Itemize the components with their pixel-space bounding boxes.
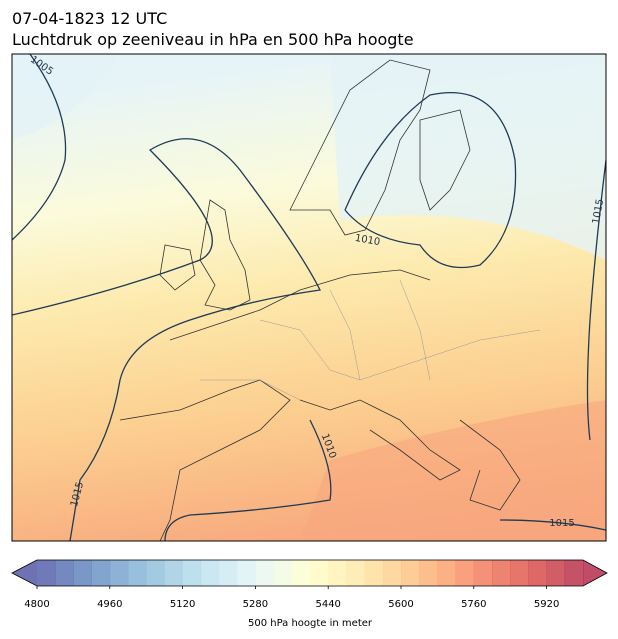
cold-area	[12, 54, 120, 140]
colorbar-segment	[37, 560, 56, 586]
contour-label: 1015	[591, 198, 606, 225]
colorbar-segment	[510, 560, 529, 586]
colorbar-segment	[109, 560, 129, 586]
subtitle: Luchtdruk op zeeniveau in hPa en 500 hPa…	[12, 30, 414, 49]
map-frame	[11, 53, 607, 542]
colorbar-segment	[564, 560, 584, 586]
colorbar-segment	[237, 560, 256, 586]
map	[12, 54, 606, 541]
colorbar-label: 500 hPa hoogte in meter	[248, 618, 373, 629]
contour-label: 1010	[354, 233, 381, 248]
colorbar-tick-label: 5760	[461, 599, 486, 610]
coastline	[199, 199, 251, 311]
colorbar-tick-label: 5920	[534, 599, 559, 610]
colorbar-segment	[219, 560, 238, 586]
coastline	[289, 59, 431, 236]
colorbar-extend-high	[583, 560, 607, 586]
colorbar-segment	[164, 560, 183, 586]
colorbar-segment	[492, 560, 511, 586]
colorbar-segment	[310, 560, 329, 586]
isobar	[499, 159, 606, 531]
colorbar-tick-label: 4800	[24, 599, 49, 610]
colorbar-segment	[273, 560, 293, 586]
colorbar-segment	[73, 560, 92, 586]
title: 07-04-1823 12 UTC	[12, 9, 167, 28]
contour-label: 1015	[549, 518, 574, 529]
coastline	[159, 244, 196, 291]
colorbar-segment	[364, 560, 384, 586]
colorbar-segment	[146, 560, 165, 586]
coastline	[419, 109, 471, 211]
colorbar-segment	[200, 560, 220, 586]
colorbar-segment	[455, 560, 475, 586]
colorbar-tick-label: 4960	[97, 599, 122, 610]
colorbar-segment	[346, 560, 365, 586]
coastline	[119, 269, 521, 541]
colorbar-segment	[91, 560, 111, 586]
colorbar-segment	[419, 560, 438, 586]
colorbar-tick-label: 5120	[170, 599, 195, 610]
colorbar-segment	[546, 560, 566, 586]
colorbar-tick-label: 5280	[243, 599, 268, 610]
colorbar-segment	[128, 560, 147, 586]
isobar	[344, 91, 517, 269]
colorbar-segment	[473, 560, 493, 586]
colorbar-tick-label: 5440	[315, 599, 340, 610]
colorbar-segment	[255, 560, 274, 586]
colorbar-segment	[382, 560, 402, 586]
colorbar-extend-low	[12, 560, 37, 586]
isobar	[12, 138, 321, 541]
warm-area	[300, 400, 606, 541]
cold-area	[330, 54, 606, 260]
colorbar-segment	[291, 560, 311, 586]
colorbar-segment	[55, 560, 74, 586]
isobar	[12, 54, 67, 241]
colorbar-outline	[11, 559, 608, 587]
colorbar-segment	[528, 560, 547, 586]
colorbar-segment	[437, 560, 456, 586]
colorbar-segment	[328, 560, 347, 586]
colorbar-segment	[401, 560, 420, 586]
colorbar-tick-label: 5600	[388, 599, 413, 610]
border	[200, 279, 541, 401]
colorbar-segment	[182, 560, 202, 586]
colorbar: 4800 4960 5120 5280 5440 5600 5760 5920	[11, 559, 608, 610]
isobar	[164, 419, 332, 541]
